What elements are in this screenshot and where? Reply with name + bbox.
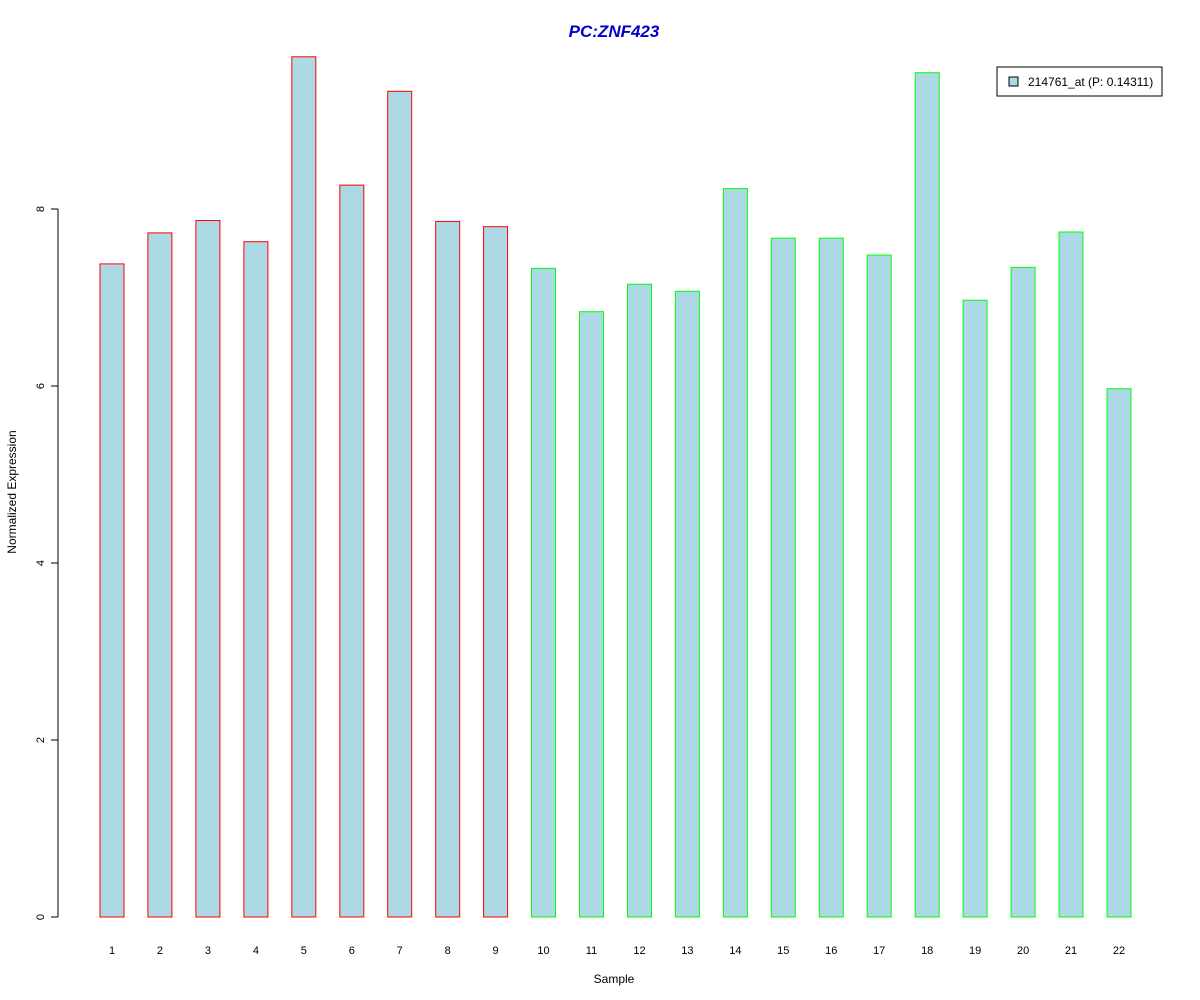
chart-title: PC:ZNF423 — [569, 22, 660, 41]
y-axis-label: Normalized Expression — [5, 430, 19, 553]
x-tick-label: 7 — [397, 945, 403, 957]
x-tick-label: 15 — [777, 945, 789, 957]
bar-sample-4 — [243, 241, 269, 918]
x-tick-label: 20 — [1017, 945, 1029, 957]
x-tick-label: 11 — [586, 945, 597, 957]
bar-sample-8 — [435, 220, 461, 918]
legend: 214761_at (P: 0.14311) — [996, 66, 1163, 97]
bar-sample-21 — [1058, 231, 1084, 918]
x-tick-label: 14 — [729, 945, 741, 957]
bar-sample-6 — [339, 184, 365, 918]
bar-sample-17 — [866, 254, 892, 918]
bar-sample-12 — [627, 283, 652, 918]
y-tick-label: 8 — [35, 206, 47, 212]
bar-sample-14 — [722, 188, 748, 918]
bar-sample-2 — [147, 232, 173, 918]
bar-sample-13 — [674, 290, 700, 918]
x-tick-label: 22 — [1113, 945, 1125, 957]
y-tick-label: 6 — [35, 383, 47, 389]
x-tick-label: 6 — [349, 945, 355, 957]
x-tick-label: 17 — [873, 945, 885, 957]
bar-sample-5 — [291, 56, 317, 918]
bar-sample-11 — [579, 311, 604, 918]
x-tick-label: 12 — [633, 945, 645, 957]
x-tick-label: 19 — [969, 945, 981, 957]
x-tick-label: 21 — [1065, 945, 1077, 957]
y-tick-label: 2 — [35, 737, 47, 743]
bar-sample-16 — [818, 237, 844, 918]
x-tick-label: 5 — [301, 945, 307, 957]
x-axis-label: Sample — [594, 972, 635, 986]
legend-label: 214761_at (P: 0.14311) — [1028, 75, 1153, 89]
y-tick-label: 0 — [35, 914, 47, 920]
bar-sample-3 — [195, 220, 221, 918]
x-tick-label: 4 — [253, 945, 259, 957]
bar-sample-15 — [770, 237, 796, 918]
x-tick-label: 10 — [537, 945, 549, 957]
x-tick-label: 18 — [921, 945, 933, 957]
x-tick-label: 13 — [681, 945, 693, 957]
legend-box — [996, 66, 1163, 97]
legend-swatch — [1008, 76, 1019, 87]
bar-sample-10 — [531, 267, 556, 918]
bar-sample-19 — [962, 299, 988, 918]
bar-sample-1 — [99, 263, 125, 918]
bar-sample-9 — [483, 226, 509, 918]
x-axis-tick-labels: 1 2 3 4 5 6 7 8 9 10 11 12 13 14 15 16 17 18 19 20 21 22 — [109, 945, 1125, 957]
x-tick-label: 3 — [205, 945, 211, 957]
bars-group — [99, 56, 1132, 918]
y-axis-ticks: 0 2 4 6 8 — [35, 206, 58, 920]
x-tick-label: 1 — [109, 945, 115, 957]
bar-sample-20 — [1010, 266, 1036, 918]
x-tick-label: 2 — [157, 945, 163, 957]
bar-sample-7 — [387, 90, 413, 918]
y-tick-label: 4 — [35, 560, 47, 566]
bar-sample-22 — [1106, 388, 1132, 918]
x-tick-label: 16 — [825, 945, 837, 957]
bar-sample-18 — [914, 72, 940, 918]
x-tick-label: 8 — [445, 945, 451, 957]
x-tick-label: 9 — [493, 945, 499, 957]
